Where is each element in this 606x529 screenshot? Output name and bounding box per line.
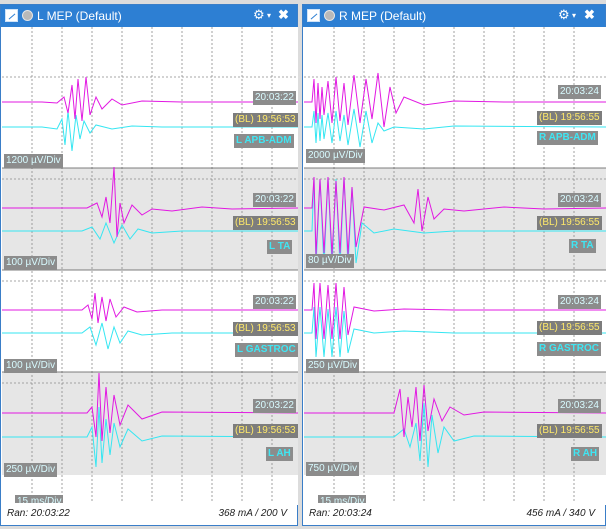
ran-time: Ran: 20:03:24 (309, 508, 372, 519)
left-panel-title: L MEP (Default) (37, 9, 122, 23)
channel-baseline-time: (BL) 19:56:53 (233, 424, 298, 438)
channel-baseline-time: (BL) 19:56:55 (537, 111, 602, 125)
channel-label[interactable]: L APB-ADM (234, 134, 294, 148)
channel-label[interactable]: L AH (266, 447, 293, 461)
channel-current-time: 20:03:22 (253, 295, 296, 309)
right-panel-title: R MEP (Default) (339, 9, 427, 23)
channel-current-time: 20:03:24 (558, 399, 601, 413)
chevron-down-icon[interactable]: ▾ (572, 11, 577, 20)
channel-scale: 1200 µV/Div (4, 154, 63, 168)
ran-time: Ran: 20:03:22 (7, 508, 70, 519)
channel-current-time: 20:03:22 (253, 91, 296, 105)
gear-icon[interactable]: ⚙ (253, 7, 265, 22)
channel-current-time: 20:03:22 (253, 193, 296, 207)
stimulus-reading: 456 mA / 340 V (526, 508, 595, 519)
window-icon (307, 9, 320, 22)
status-dot-icon (324, 10, 335, 21)
channel-scale: 750 µV/Div (306, 462, 360, 476)
channel-scale: 80 µV/Div (306, 254, 354, 268)
channel-label[interactable]: R APB-ADM (537, 131, 598, 145)
channel-scale: 2000 µV/Div (306, 149, 365, 163)
left-titlebar[interactable]: L MEP (Default) ⚙ ▾ ✖ (1, 5, 297, 27)
right-mep-panel: R MEP (Default) ⚙ ▾ ✖ (302, 4, 606, 526)
channel-scale: 250 µV/Div (4, 463, 58, 477)
band-4 (2, 372, 298, 475)
channel-label[interactable]: R GASTROC (537, 342, 601, 356)
close-icon[interactable]: ✖ (278, 7, 289, 22)
channel-scale: 100 µV/Div (4, 256, 58, 270)
right-titlebar[interactable]: R MEP (Default) ⚙ ▾ ✖ (303, 5, 605, 27)
left-status-bar: Ran: 20:03:22 368 mA / 200 V (1, 503, 297, 525)
chevron-down-icon[interactable]: ▾ (267, 11, 272, 20)
channel-scale: 100 µV/Div (4, 359, 58, 373)
close-icon[interactable]: ✖ (584, 7, 595, 22)
status-dot-icon (22, 10, 33, 21)
channel-baseline-time: (BL) 19:56:53 (233, 216, 298, 230)
channel-current-time: 20:03:24 (558, 85, 601, 99)
channel-baseline-time: (BL) 19:56:55 (537, 321, 602, 335)
channel-scale: 250 µV/Div (306, 359, 360, 373)
channel-label[interactable]: L TA (267, 240, 293, 254)
channel-current-time: 20:03:24 (558, 295, 601, 309)
band-4 (304, 372, 606, 475)
channel-baseline-time: (BL) 19:56:53 (233, 113, 298, 127)
channel-baseline-time: (BL) 19:56:53 (233, 322, 298, 336)
left-mep-panel: L MEP (Default) ⚙ ▾ ✖ (0, 4, 298, 526)
gear-icon[interactable]: ⚙ (558, 7, 570, 22)
channel-current-time: 20:03:24 (558, 193, 601, 207)
channel-baseline-time: (BL) 19:56:55 (537, 216, 602, 230)
channel-label[interactable]: R AH (571, 447, 600, 461)
channel-label[interactable]: L GASTROC (235, 343, 298, 357)
channel-current-time: 20:03:22 (253, 399, 296, 413)
right-status-bar: Ran: 20:03:24 456 mA / 340 V (303, 503, 605, 525)
window-icon (5, 9, 18, 22)
channel-baseline-time: (BL) 19:56:55 (537, 424, 602, 438)
channel-label[interactable]: R TA (569, 239, 596, 253)
stimulus-reading: 368 mA / 200 V (218, 508, 287, 519)
